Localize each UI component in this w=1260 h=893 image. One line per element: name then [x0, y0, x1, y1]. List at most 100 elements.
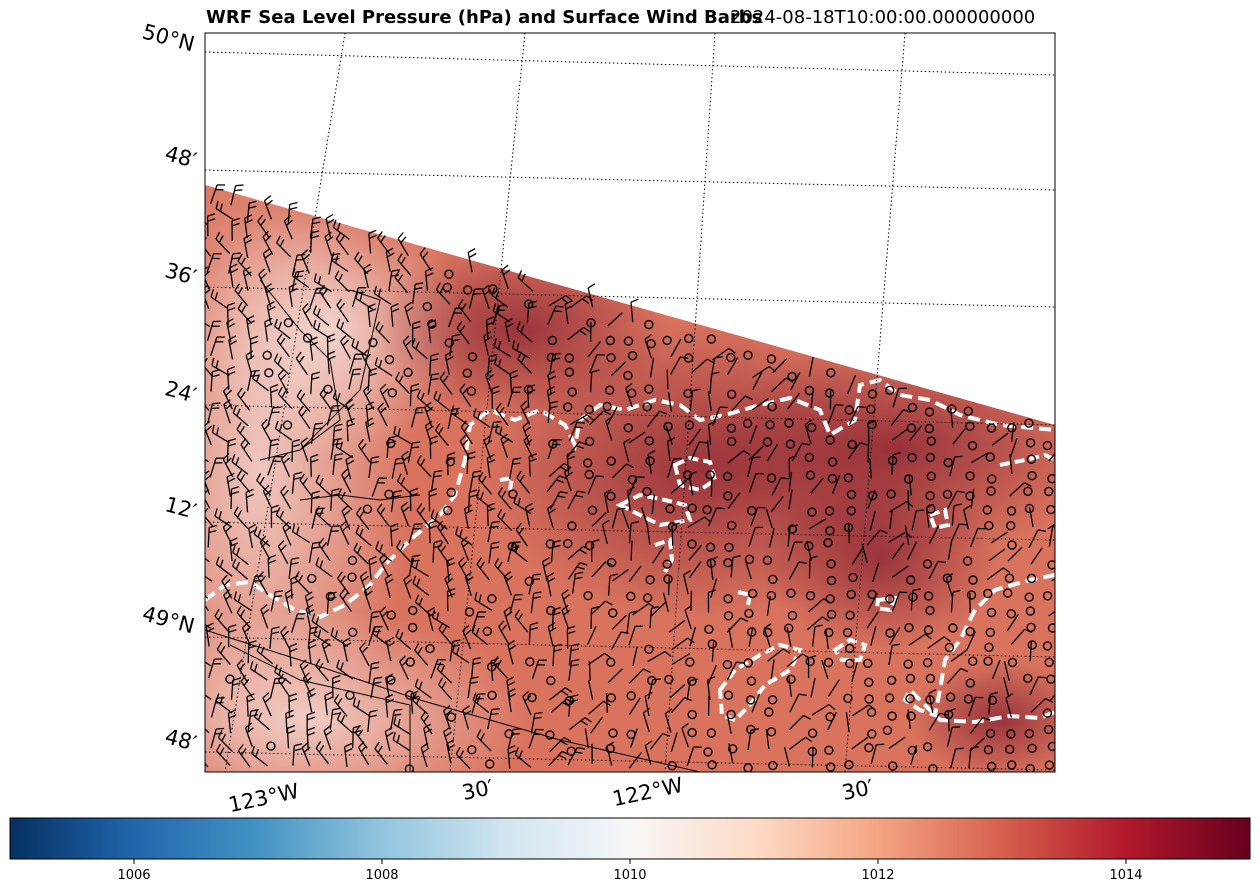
wind-barb [236, 470, 251, 493]
wind-barb [275, 507, 292, 530]
wind-barb [891, 427, 909, 441]
wind-barb [788, 471, 793, 492]
calm-wind-circle [1006, 521, 1016, 531]
wind-barb [547, 305, 564, 325]
calm-wind-circle [362, 504, 373, 514]
wind-barb [474, 591, 493, 611]
calm-wind-circle [422, 301, 432, 312]
wind-barb [628, 697, 641, 715]
calm-wind-circle [723, 491, 733, 501]
wind-barb [359, 571, 369, 596]
calm-wind-circle [743, 658, 753, 668]
calm-wind-circle [1005, 744, 1015, 754]
calm-wind-circle [727, 389, 737, 399]
calm-wind-circle [867, 729, 877, 739]
calm-wind-circle [925, 605, 935, 616]
calm-wind-circle [926, 471, 936, 481]
wind-barb [567, 326, 591, 341]
wind-barb [205, 266, 211, 291]
wind-barb [236, 605, 251, 629]
wind-barb [377, 402, 388, 427]
island-10 [499, 475, 515, 491]
wind-barb [872, 562, 880, 582]
wind-barb [231, 454, 249, 475]
wind-barb [283, 215, 293, 240]
wind-barb [227, 624, 237, 648]
wind-barb [566, 450, 576, 475]
wind-barb [788, 455, 797, 479]
wind-barb [765, 729, 770, 749]
wind-barb [226, 472, 236, 497]
wind-barb [607, 573, 618, 596]
wind-barb [988, 548, 1006, 562]
calm-wind-circle [727, 520, 737, 531]
wind-barb [628, 751, 643, 769]
wind-barb [752, 397, 770, 411]
calm-wind-circle [482, 626, 492, 636]
wind-barb [561, 589, 571, 614]
wind-barb [302, 672, 313, 697]
wind-barb [748, 445, 764, 461]
wind-barb [486, 502, 496, 527]
calm-wind-circle [847, 439, 857, 450]
wind-barb [952, 428, 966, 445]
wind-barb [470, 656, 482, 680]
wind-barb [498, 620, 510, 645]
calm-wind-circle [1024, 503, 1035, 514]
wind-barb [590, 716, 603, 734]
wind-barb [567, 490, 586, 510]
calm-wind-circle [845, 610, 855, 620]
calm-wind-circle [726, 352, 736, 363]
wind-barb [589, 353, 606, 374]
wind-barb [428, 488, 438, 512]
wind-barb [607, 668, 623, 684]
calm-wind-circle [748, 588, 758, 599]
calm-wind-circle [1047, 623, 1055, 633]
map-time: 2024-08-18T10:00:00.000000000 [730, 7, 1036, 28]
wind-barb [471, 624, 489, 646]
wind-barb [650, 601, 667, 617]
wind-barb [215, 200, 234, 220]
wind-barb [628, 520, 640, 544]
calm-wind-circle [386, 675, 396, 685]
wind-barb [277, 540, 289, 565]
wind-barb [315, 557, 333, 578]
wind-barb [236, 658, 249, 683]
wind-barb [684, 604, 692, 630]
calm-wind-circle [867, 389, 878, 399]
wind-barb [457, 299, 472, 323]
wind-barb [384, 573, 394, 599]
calm-wind-circle [347, 555, 358, 566]
wind-barb [351, 338, 370, 358]
wind-barb [416, 454, 432, 478]
wind-barb [949, 407, 954, 428]
wind-barb [628, 625, 644, 646]
wind-barb [851, 662, 858, 682]
wind-barb [374, 741, 388, 765]
wind-barb [1029, 641, 1032, 662]
wind-barb [552, 606, 561, 630]
wind-barb [687, 516, 712, 529]
wind-barb [681, 722, 690, 748]
wind-barb [209, 336, 225, 357]
wind-barb [284, 588, 294, 614]
wind-barb [869, 458, 872, 479]
wind-barb [339, 588, 352, 612]
calm-wind-circle [1043, 486, 1054, 497]
wind-barb [332, 219, 350, 240]
wind-barb [688, 544, 703, 561]
wind-barb [707, 420, 717, 445]
wind-barb [904, 525, 910, 546]
wind-barb [670, 338, 682, 358]
calm-wind-circle [266, 741, 276, 751]
calm-wind-circle [1023, 486, 1033, 496]
wind-barb [384, 726, 394, 752]
wind-barb [373, 285, 392, 306]
wind-barb [336, 318, 353, 340]
calm-wind-circle [1024, 592, 1034, 602]
wind-barb [947, 539, 953, 560]
calm-wind-circle [347, 572, 357, 582]
wind-barb [928, 525, 940, 544]
calm-wind-circle [1044, 760, 1055, 770]
wind-barb [621, 509, 630, 530]
